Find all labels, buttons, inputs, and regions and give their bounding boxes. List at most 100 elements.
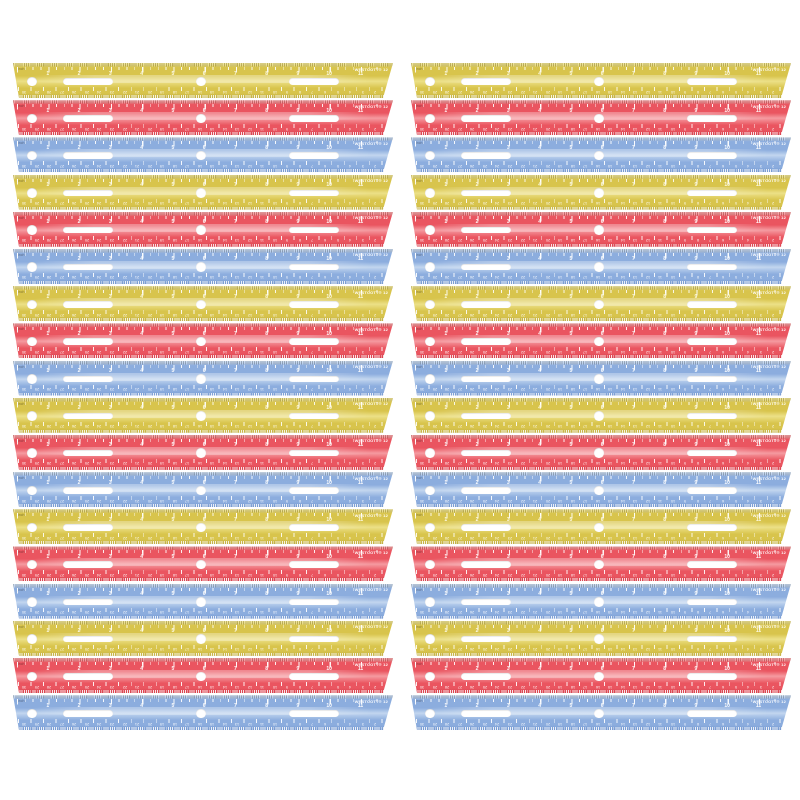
- inch-number: 2: [475, 107, 479, 114]
- brand-text: WESTCOTT® 12: [354, 475, 388, 481]
- inch-number: 2: [77, 144, 81, 151]
- cm-number: 14: [222, 572, 227, 577]
- inch-number: 11: [755, 405, 762, 412]
- ruler-slot-cutout: [461, 413, 511, 420]
- cm-number: 19: [159, 721, 165, 726]
- cm-number: 23: [507, 89, 513, 94]
- cm-number: 19: [557, 238, 563, 243]
- cm-number: 7: [709, 647, 712, 652]
- inch-number: 5: [171, 256, 175, 263]
- inch-number: 10: [724, 628, 730, 635]
- cm-number: 15: [608, 461, 613, 466]
- cm-number: 2: [374, 89, 377, 94]
- cm-number: 26: [72, 424, 77, 429]
- cm-number: 14: [620, 535, 625, 540]
- cm-number: 7: [311, 163, 314, 168]
- inch-number: 11: [357, 330, 364, 337]
- inch-number: 4: [140, 256, 143, 263]
- cm-number: 1: [386, 498, 389, 503]
- inch-number: 6: [600, 591, 604, 598]
- inch-number: 5: [171, 70, 175, 77]
- inch-number: 6: [600, 330, 604, 337]
- inch-number: 5: [569, 256, 573, 263]
- brand-text: WESTCOTT® 12: [354, 624, 388, 630]
- cm-number: 1: [386, 349, 389, 354]
- cm-number: 4: [746, 163, 750, 168]
- cm-number: 21: [532, 572, 538, 577]
- cm-number: 12: [247, 126, 252, 131]
- inch-number: 11: [755, 591, 762, 598]
- inch-number: 1: [46, 479, 50, 486]
- ruler-slot-cutout: [687, 599, 737, 606]
- cm-number: 19: [159, 424, 165, 429]
- cm-number: 6: [323, 275, 327, 280]
- cm-number: 3: [759, 275, 762, 280]
- cm-number: 21: [134, 201, 140, 206]
- cm-number: 15: [608, 89, 613, 94]
- cm-number: 29: [34, 647, 39, 652]
- cm-number: 22: [122, 387, 127, 391]
- cm-number: 18: [570, 89, 575, 94]
- cm-number: 14: [620, 721, 625, 726]
- cm-number: 23: [507, 201, 513, 206]
- inch-number: 5: [569, 182, 573, 189]
- cm-number: 23: [507, 461, 513, 466]
- inch-number: 8: [265, 628, 269, 635]
- cm-number: 30: [420, 126, 425, 131]
- cm-number: 11: [260, 647, 265, 652]
- cm-number: 22: [122, 163, 127, 168]
- ruler-blue: 1 2 3 4 5 6 7 8 9 10 11 30 29 28 27 26 25 24 23 22 21 20 19 18 1…: [11, 472, 393, 507]
- cm-number: 21: [134, 684, 140, 689]
- cm-number: 27: [59, 89, 64, 94]
- ruler-slot-cutout: [63, 301, 113, 308]
- cm-number: 9: [684, 461, 687, 466]
- cm-number: 16: [595, 572, 600, 577]
- cm-number: 5: [734, 126, 737, 131]
- inch-number: 7: [631, 144, 635, 151]
- inch-number: 4: [140, 516, 143, 523]
- inch-number: 6: [600, 702, 604, 709]
- cm-number: 13: [235, 275, 240, 280]
- cm-number: 27: [59, 684, 64, 689]
- inch-number: 11: [357, 107, 364, 114]
- cm-number: 26: [470, 89, 475, 94]
- ruler-slot-cutout: [461, 78, 511, 85]
- cm-number: 28: [47, 424, 52, 429]
- cm-number: 12: [247, 201, 252, 206]
- brand-text: WESTCOTT® 12: [354, 587, 388, 593]
- cm-number: 1: [784, 349, 787, 354]
- inch-number: 4: [140, 591, 143, 598]
- cm-number: 15: [210, 424, 215, 429]
- inch-number: 9: [296, 182, 300, 189]
- cm-number: 7: [709, 424, 712, 429]
- unit-label: inch: [18, 624, 25, 629]
- cm-number: 17: [185, 312, 190, 317]
- cm-number: 28: [445, 424, 450, 429]
- cm-number: 3: [759, 535, 762, 540]
- inch-number: 7: [233, 219, 237, 226]
- brand-text: WESTCOTT® 12: [354, 364, 388, 369]
- cm-number: 1: [784, 647, 787, 652]
- inch-number: 7: [233, 70, 237, 77]
- cm-number: 20: [545, 721, 550, 726]
- cm-number: 8: [298, 461, 301, 466]
- cm-number: 12: [247, 498, 252, 503]
- cm-number: 6: [721, 201, 725, 206]
- inch-number: 2: [77, 516, 81, 523]
- inch-number: 3: [506, 628, 510, 635]
- inch-number: 9: [694, 182, 698, 189]
- cm-number: 9: [684, 275, 687, 280]
- cm-number: 24: [495, 424, 500, 429]
- cm-number: 9: [684, 647, 687, 652]
- cm-number: 8: [298, 610, 301, 615]
- cm-number: 13: [235, 647, 240, 652]
- cm-number: 12: [645, 647, 650, 652]
- cm-number: 26: [72, 201, 77, 206]
- cm-number: 7: [709, 349, 712, 354]
- cm-number: 16: [595, 535, 600, 540]
- inch-number: 8: [265, 442, 269, 449]
- inch-number: 7: [233, 256, 237, 263]
- cm-number: 29: [34, 721, 39, 726]
- cm-number: 23: [507, 238, 513, 243]
- inch-number: 5: [569, 405, 573, 412]
